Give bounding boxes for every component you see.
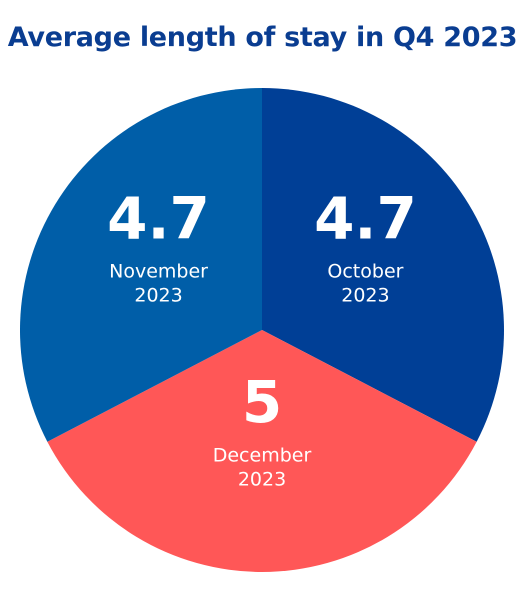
slice-year-october: 2023	[341, 285, 389, 307]
slice-label-october: October	[327, 261, 403, 283]
chart-title: Average length of stay in Q4 2023	[7, 22, 518, 53]
slice-label-november: November	[109, 261, 208, 283]
pie-slice-november	[19, 88, 262, 442]
slice-value-november: 4.7	[107, 184, 210, 252]
pie-slice-october	[262, 88, 504, 442]
slice-year-november: 2023	[134, 285, 182, 307]
pie-slice-december	[47, 330, 477, 572]
slice-year-december: 2023	[238, 469, 286, 491]
slice-value-october: 4.7	[314, 184, 417, 252]
slice-value-december: 5	[242, 368, 282, 436]
slice-label-december: December	[213, 445, 312, 467]
